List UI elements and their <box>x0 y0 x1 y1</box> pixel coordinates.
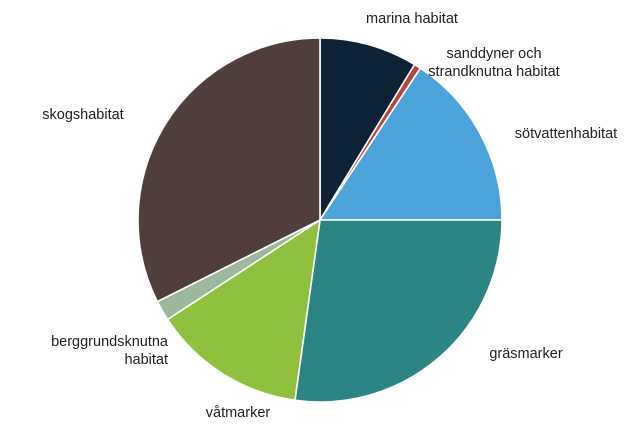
pie-slice-0 <box>319 37 416 223</box>
pie-label-line: berggrundsknutna <box>51 334 169 350</box>
pie-label-6: skogshabitat <box>42 107 123 123</box>
pie-slices <box>137 37 503 403</box>
pie-slice-2 <box>318 67 503 221</box>
pie-label-0: marina habitat <box>366 11 458 27</box>
pie-label-4: våtmarker <box>206 405 271 421</box>
pie-label-2: sötvattenhabitat <box>515 126 617 142</box>
pie-label-line: sötvattenhabitat <box>515 126 617 142</box>
pie-label-line: habitat <box>124 352 168 368</box>
pie-label-line: skogshabitat <box>42 107 123 123</box>
pie-labels: marina habitat sanddyner och strandknutna … <box>42 11 617 421</box>
pie-label-1: sanddyner och strandknutna habitat <box>428 46 559 80</box>
pie-slice-6 <box>137 37 321 303</box>
pie-label-3: gräsmarker <box>489 346 562 362</box>
pie-label-line: gräsmarker <box>489 346 562 362</box>
pie-label-line: marina habitat <box>366 11 458 27</box>
pie-label-line: strandknutna habitat <box>428 64 559 80</box>
pie-label-line: sanddyner och <box>446 46 541 62</box>
pie-slice-3 <box>294 219 503 403</box>
pie-label-5: berggrundsknutna habitat <box>51 334 169 368</box>
pie-label-line: våtmarker <box>206 405 271 421</box>
pie-slice-4 <box>166 218 322 402</box>
